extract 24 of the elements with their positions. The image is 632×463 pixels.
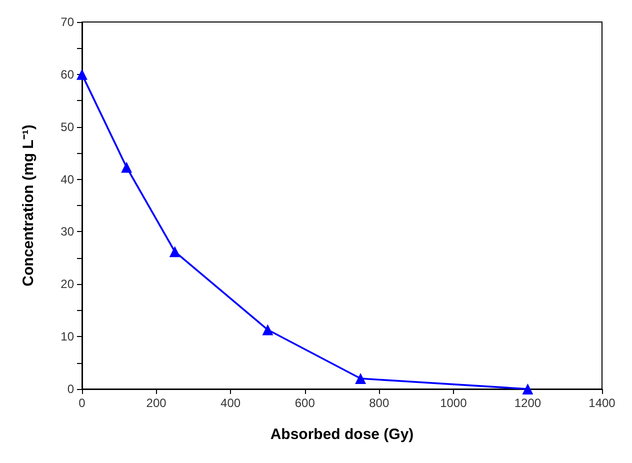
- y-tick-label: 70: [60, 15, 74, 29]
- y-tick-label: 60: [60, 67, 74, 82]
- y-tick-label: 40: [60, 172, 74, 186]
- point: [121, 162, 132, 173]
- point: [522, 384, 534, 394]
- y-axis-title: Concentration (mg L⁻¹): [20, 124, 37, 286]
- point: [76, 68, 88, 80]
- x-tick-label: 600: [294, 396, 316, 410]
- x-tick-label: 1400: [588, 396, 616, 410]
- y-tick-label: 50: [60, 120, 74, 134]
- point: [355, 373, 366, 384]
- x-tick-label: 1000: [440, 396, 468, 410]
- x-axis-title: Absorbed dose (Gy): [270, 426, 414, 443]
- y-tick-label: 10: [60, 330, 74, 344]
- point: [169, 246, 180, 258]
- x-tick-label: 0: [78, 396, 86, 410]
- x-tick-label: 400: [220, 396, 241, 410]
- y-tick-label: 30: [60, 224, 74, 239]
- x-tick-label: 200: [146, 396, 167, 410]
- x-tick-label: 800: [369, 396, 390, 410]
- y-tick-label: 0: [67, 382, 74, 396]
- x-tick-label: 1200: [514, 396, 542, 410]
- point: [262, 324, 274, 336]
- y-tick-label: 20: [60, 277, 74, 292]
